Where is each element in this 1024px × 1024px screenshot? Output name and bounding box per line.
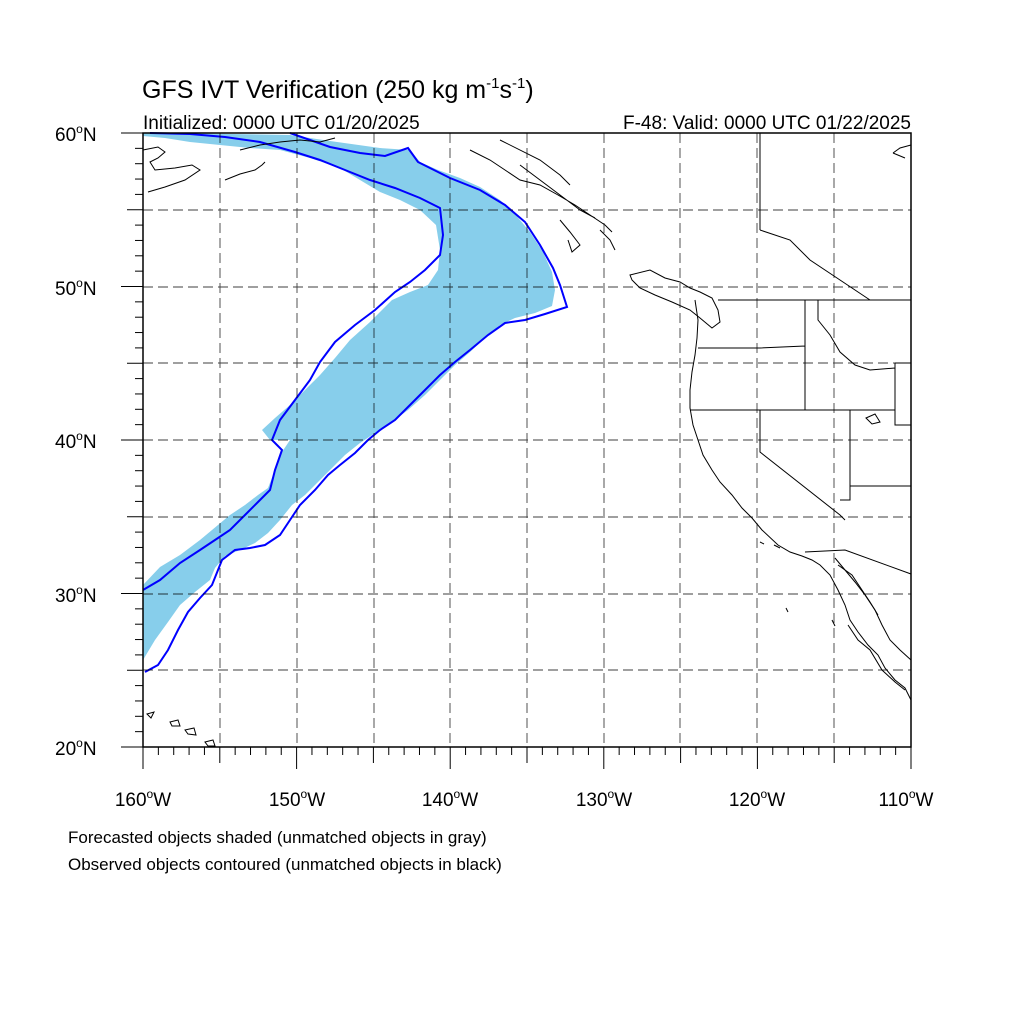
graticule xyxy=(143,133,911,747)
figure-title: GFS IVT Verification (250 kg m-1s-1) xyxy=(142,75,534,104)
lat-label-60: 60oN xyxy=(55,122,97,146)
ne-corner-coast xyxy=(892,144,912,159)
lon-label-160: 160oW xyxy=(115,787,171,811)
map-plot-area xyxy=(142,132,912,748)
footnote-forecast: Forecasted objects shaded (unmatched obj… xyxy=(68,828,487,847)
init-time-label: Initialized: 0000 UTC 01/20/2025 xyxy=(143,113,420,134)
forecast-object-shaded xyxy=(143,133,555,660)
mexico-coastline xyxy=(837,564,906,691)
observed-object-contour xyxy=(142,132,569,673)
valid-time-label: F-48: Valid: 0000 UTC 01/22/2025 xyxy=(623,113,911,134)
coastlines xyxy=(142,132,912,747)
lon-label-110: 110oW xyxy=(879,787,934,811)
bc-coastline xyxy=(559,219,721,329)
us-west-coastline xyxy=(689,299,912,701)
footnote-observed: Observed objects contoured (unmatched ob… xyxy=(68,855,502,874)
lon-label-130: 130oW xyxy=(576,787,632,811)
lon-label-120: 120oW xyxy=(729,787,785,811)
lat-label-50: 50oN xyxy=(55,276,97,300)
lat-axis-labels: 60oN 50oN 40oN 30oN 20oN xyxy=(55,122,97,760)
lat-label-30: 30oN xyxy=(55,583,97,607)
lat-label-40: 40oN xyxy=(55,429,97,453)
axis-ticks xyxy=(121,132,912,769)
lon-label-140: 140oW xyxy=(422,787,478,811)
lat-label-20: 20oN xyxy=(55,736,97,760)
channel-islands xyxy=(759,413,881,627)
hawaii-islands xyxy=(146,711,216,747)
lon-axis-labels: 160oW 150oW 140oW 130oW 120oW 110oW xyxy=(115,787,934,811)
lon-label-150: 150oW xyxy=(269,787,325,811)
